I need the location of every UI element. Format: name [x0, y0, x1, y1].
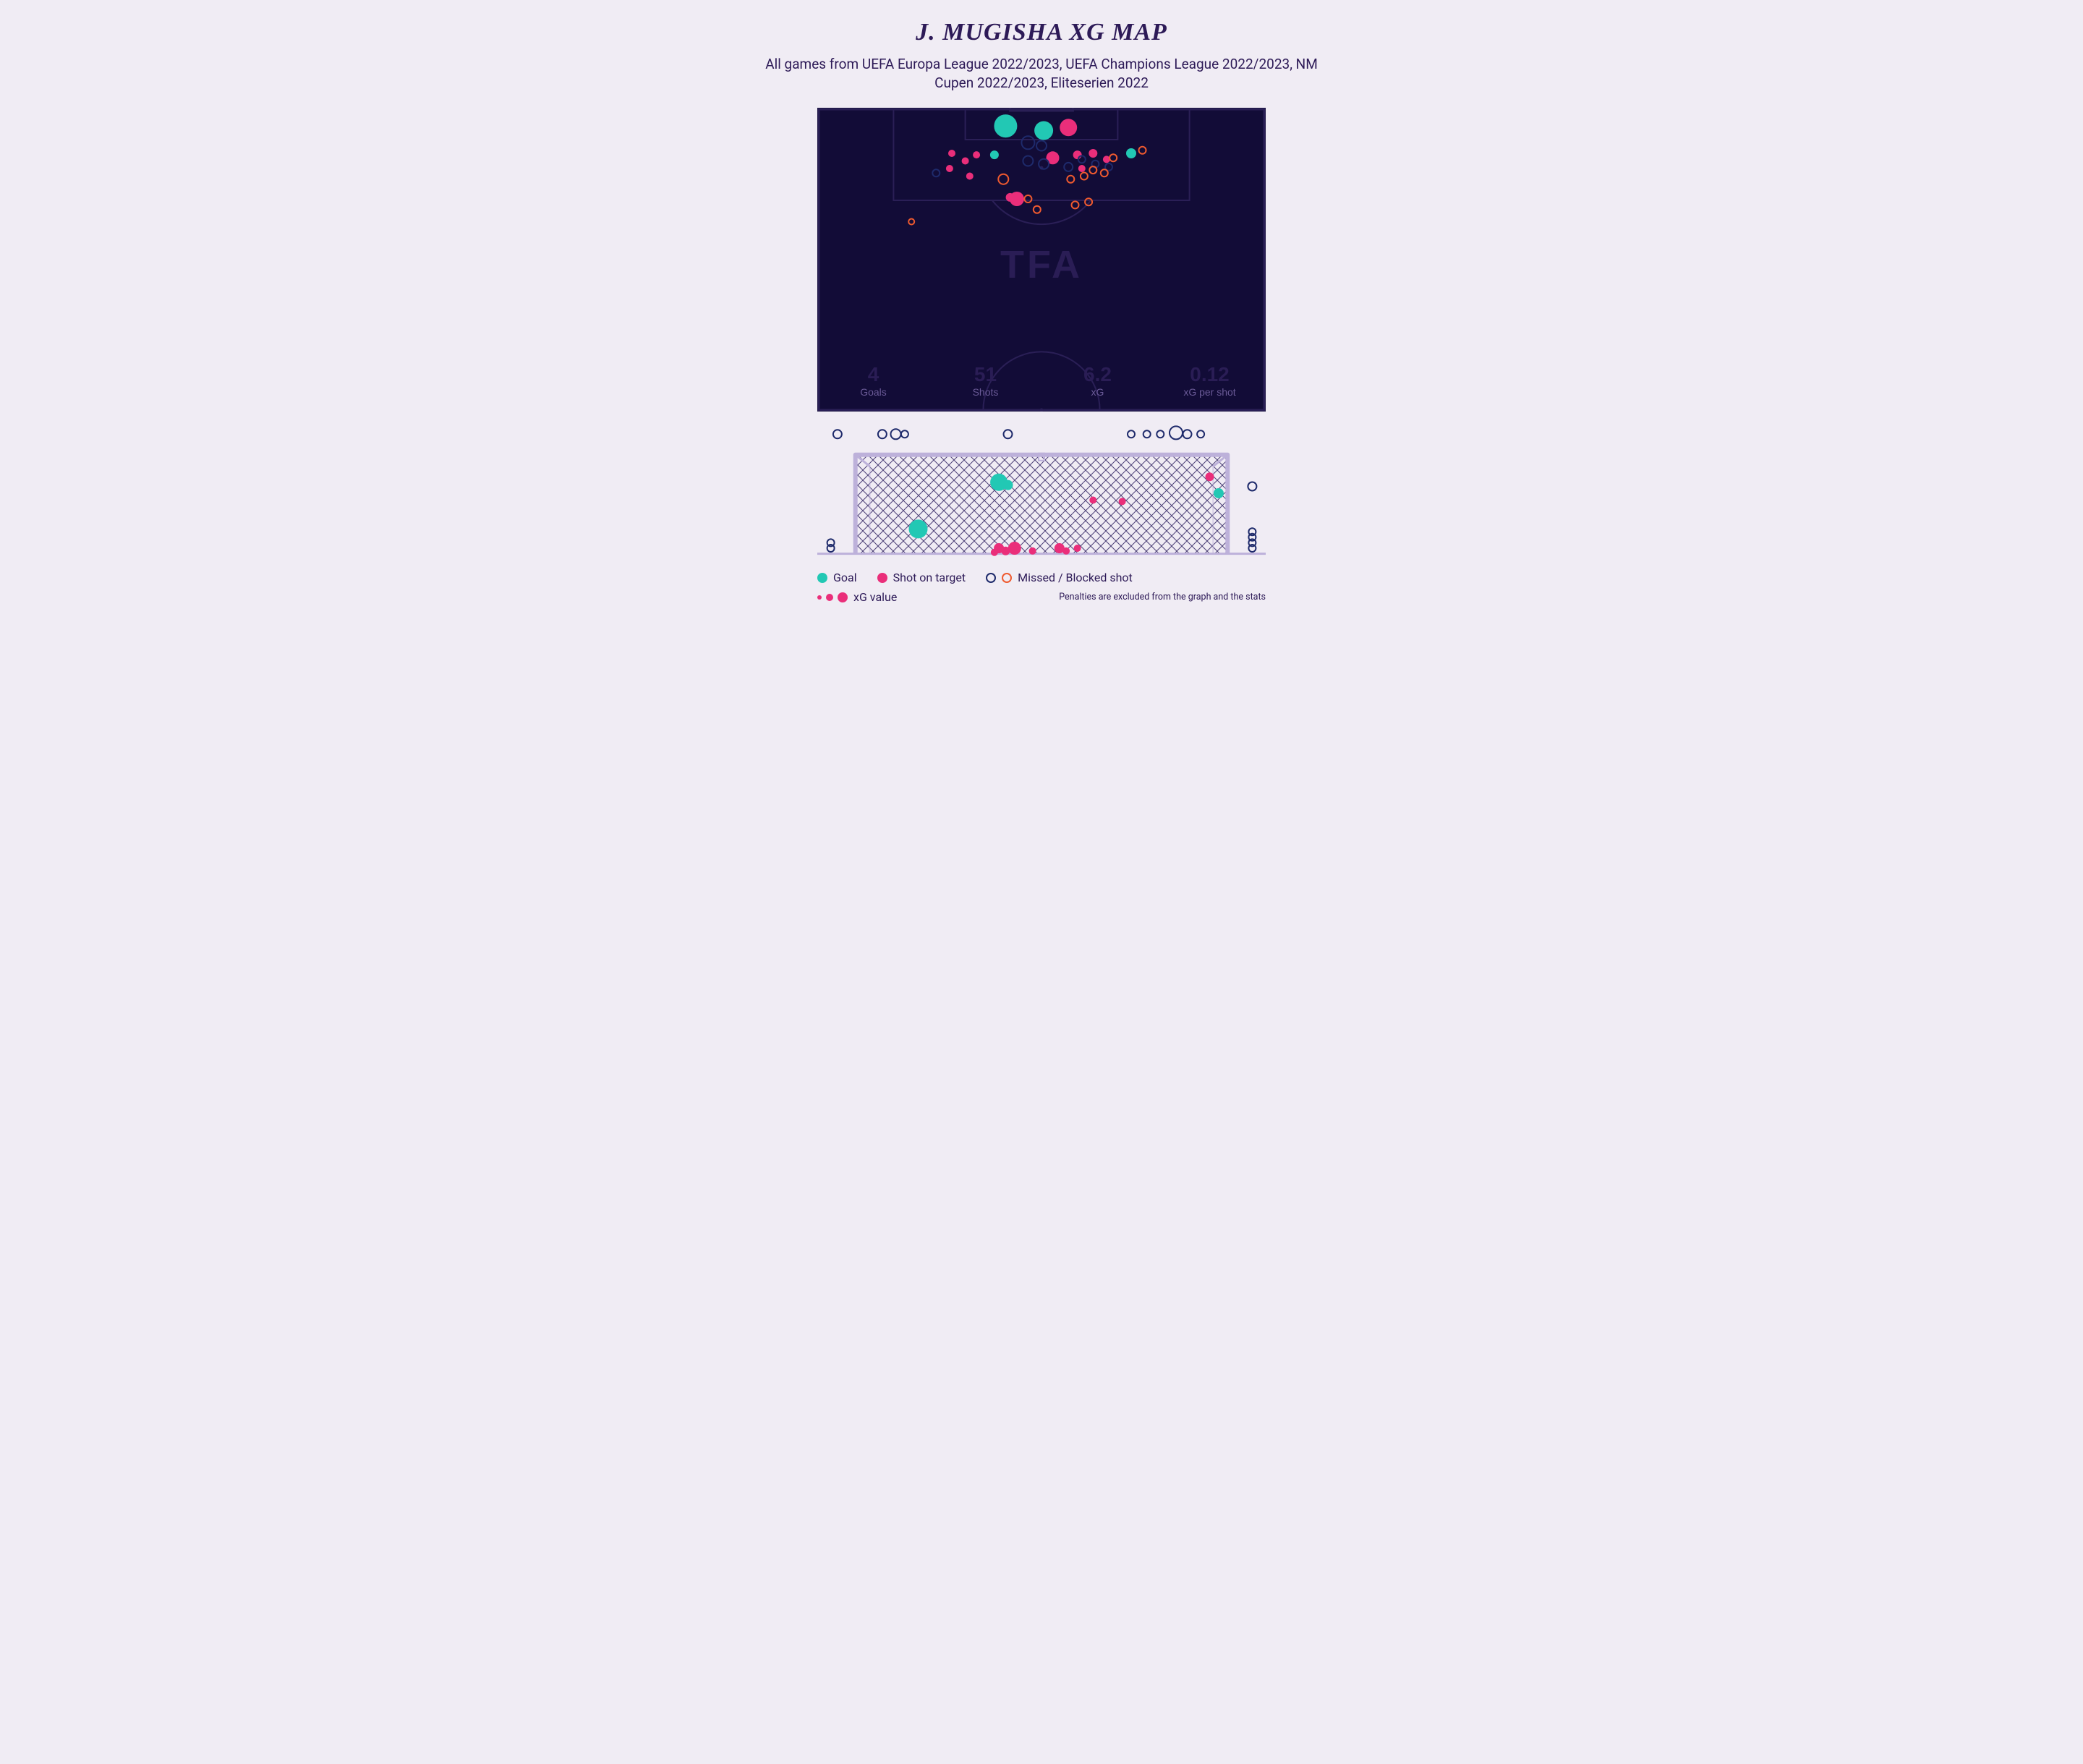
off-target-marker — [1170, 427, 1183, 440]
shot-marker — [994, 114, 1017, 137]
xg-map-card: J. MUGISHA XG MAP All games from UEFA Eu… — [694, 0, 1389, 621]
on-target-marker — [1062, 547, 1070, 555]
shot-marker — [973, 151, 980, 158]
stat-value: 6.2 — [1083, 363, 1112, 385]
svg-text:TFA: TFA — [1000, 243, 1083, 286]
off-target-marker — [901, 431, 908, 438]
goal-marker — [1003, 480, 1013, 490]
shot-marker — [1089, 149, 1097, 158]
stat-label: Shots — [973, 386, 999, 398]
legend-miss-orange-icon — [1002, 573, 1012, 583]
off-target-marker — [1004, 430, 1013, 439]
off-target-marker — [833, 430, 842, 439]
off-target-marker — [1183, 430, 1192, 439]
off-target-marker — [878, 430, 887, 439]
legend: Goal Shot on target Missed / Blocked sho… — [817, 571, 1266, 604]
shot-marker — [948, 150, 955, 157]
shot-marker — [1060, 119, 1077, 137]
stat-value: 51 — [974, 363, 997, 385]
pitch-container: TFA 4Goals 51Shots 6.2xG 0.12xG per shot — [716, 108, 1367, 412]
off-target-marker — [1128, 431, 1135, 438]
shot-marker — [1078, 165, 1086, 172]
goal-svg — [817, 425, 1266, 562]
off-target-marker — [1197, 431, 1204, 438]
shot-marker — [1073, 150, 1082, 159]
legend-goal-label: Goal — [833, 571, 857, 584]
off-target-marker — [1248, 482, 1256, 491]
legend-goal-icon — [817, 573, 827, 583]
off-target-marker — [1143, 431, 1151, 438]
shot-marker — [990, 150, 999, 159]
shot-marker — [946, 165, 953, 172]
on-target-marker — [1074, 545, 1081, 552]
stat-value: 0.12 — [1190, 363, 1230, 385]
legend-missed: Missed / Blocked shot — [986, 571, 1133, 584]
stat-label: xG — [1091, 386, 1104, 398]
goal-marker — [909, 520, 928, 539]
stat-value: 4 — [868, 363, 879, 385]
shot-marker — [1006, 193, 1015, 202]
legend-on-target-label: Shot on target — [893, 571, 966, 584]
legend-row-2: xG value Penalties are excluded from the… — [817, 590, 1266, 604]
chart-subtitle: All games from UEFA Europa League 2022/2… — [745, 55, 1338, 92]
legend-missed-label: Missed / Blocked shot — [1018, 571, 1133, 584]
on-target-marker — [1119, 498, 1126, 506]
legend-miss-navy-icon — [986, 573, 996, 583]
chart-title: J. MUGISHA XG MAP — [716, 19, 1367, 46]
pitch-svg: TFA 4Goals 51Shots 6.2xG 0.12xG per shot — [817, 108, 1266, 412]
stat-label: Goals — [860, 386, 887, 398]
off-target-marker — [891, 430, 901, 440]
on-target-marker — [1029, 547, 1036, 555]
stat-label: xG per shot — [1183, 386, 1235, 398]
legend-xg-label: xG value — [853, 590, 897, 604]
legend-xg-icon — [817, 592, 848, 602]
goal-container — [716, 425, 1367, 562]
off-target-marker — [1156, 431, 1164, 438]
legend-goal: Goal — [817, 571, 857, 584]
on-target-marker — [1089, 497, 1096, 504]
shot-marker — [966, 173, 974, 180]
on-target-marker — [1008, 542, 1021, 555]
goal-marker — [1214, 488, 1224, 498]
legend-note: Penalties are excluded from the graph an… — [1059, 592, 1266, 602]
on-target-marker — [1206, 472, 1214, 481]
legend-on-target: Shot on target — [877, 571, 966, 584]
on-target-marker — [991, 549, 998, 556]
legend-xg: xG value — [817, 590, 897, 604]
shot-marker — [1126, 148, 1136, 158]
shot-marker — [962, 158, 969, 165]
legend-on-target-icon — [877, 573, 887, 583]
shot-marker — [1034, 122, 1053, 140]
legend-row-1: Goal Shot on target Missed / Blocked sho… — [817, 571, 1266, 584]
